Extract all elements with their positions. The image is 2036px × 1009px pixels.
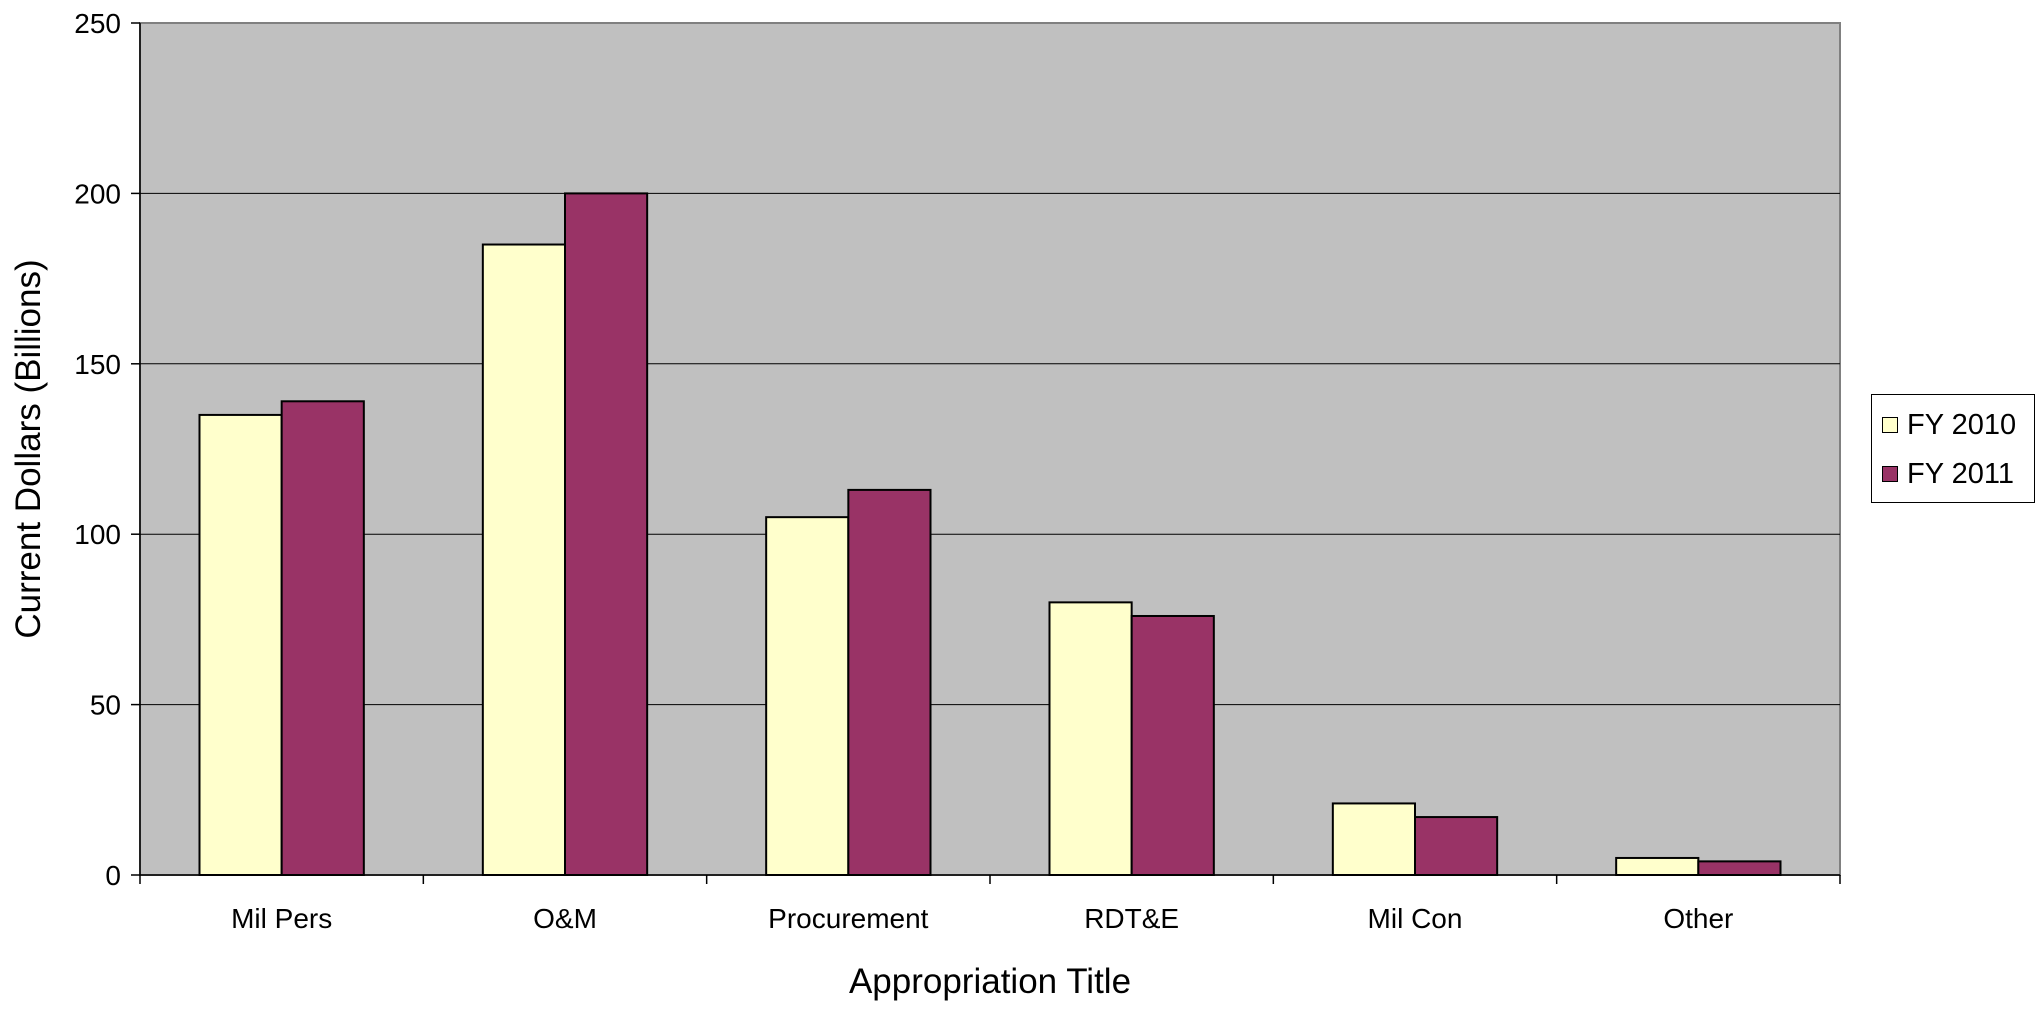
x-tick-label: Mil Con	[1368, 903, 1463, 934]
bar-fy-2011-mil-con	[1414, 816, 1499, 877]
legend-item-fy2011: FY 2011	[1882, 457, 2014, 491]
y-tick-labels: 0 50 100 150 200 250	[74, 8, 121, 891]
gridlines	[140, 192, 1840, 706]
bar-fy-2010-rdt-e	[1048, 601, 1133, 876]
axes	[131, 22, 1841, 884]
x-tick-label: Procurement	[768, 903, 929, 934]
y-tick-label: 150	[74, 349, 121, 380]
y-tick-label: 50	[90, 690, 121, 721]
legend-swatch-fy2011	[1882, 466, 1898, 482]
legend: FY 2010 FY 2011	[1871, 394, 2035, 503]
y-tick-label: 250	[74, 8, 121, 39]
bar-fy-2011-o-m	[564, 192, 649, 876]
legend-item-fy2010: FY 2010	[1882, 408, 2016, 442]
legend-label-fy2010: FY 2010	[1907, 408, 2017, 441]
x-tick-label: RDT&E	[1084, 903, 1179, 934]
bar-fy-2011-rdt-e	[1130, 614, 1215, 876]
bar-fy-2011-procurement	[847, 488, 932, 876]
bar-fy-2010-other	[1615, 856, 1700, 877]
y-tick-label: 0	[105, 860, 121, 891]
x-tick-label: Other	[1663, 903, 1733, 934]
plot-area	[139, 22, 1841, 876]
x-tick-label: Mil Pers	[231, 903, 332, 934]
x-tick-label: O&M	[533, 903, 597, 934]
bar-fy-2010-mil-pers	[198, 413, 283, 876]
x-axis-title: Appropriation Title	[849, 962, 1131, 1001]
bar-fy-2010-mil-con	[1331, 802, 1417, 877]
y-axis-title: Current Dollars (Billions)	[9, 259, 48, 638]
bar-fy-2010-procurement	[765, 516, 850, 876]
y-tick-label: 200	[74, 178, 121, 209]
x-tick-labels: Mil Pers O&M Procurement RDT&E Mil Con Other	[231, 903, 1733, 934]
bar-fy-2011-other	[1697, 860, 1782, 876]
bar-fy-2011-mil-pers	[280, 400, 365, 876]
y-tick-label: 100	[74, 519, 121, 550]
bar-fy-2010-o-m	[481, 243, 567, 876]
legend-swatch-fy2010	[1882, 417, 1898, 433]
legend-label-fy2011: FY 2011	[1907, 457, 2014, 490]
